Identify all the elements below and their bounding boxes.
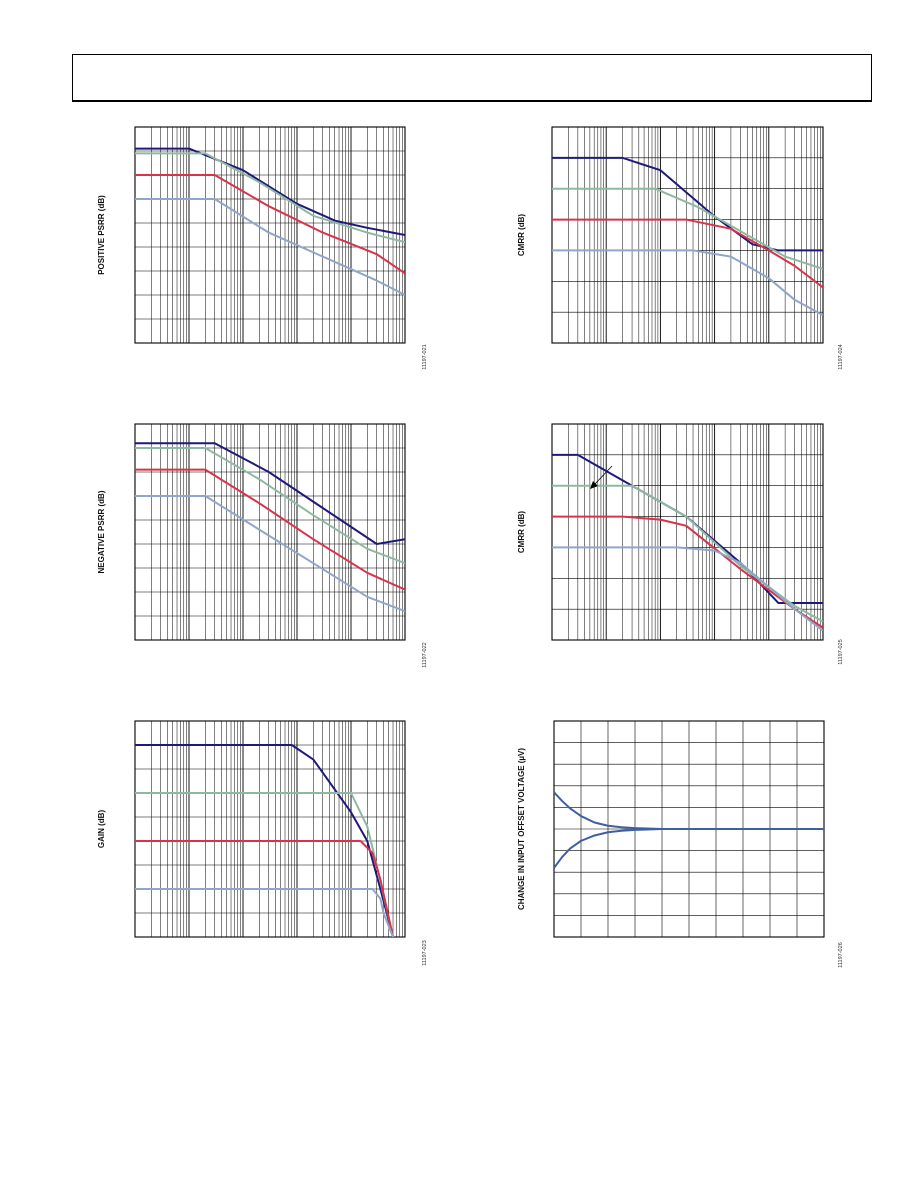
y-axis-label: NEGATIVE PSRR (dB): [97, 490, 106, 573]
figure-id: 11197-021: [422, 344, 428, 370]
series-line-2: [135, 447, 405, 565]
chart-gain: GAIN (dB) 11197-023: [97, 720, 428, 966]
figure-id: 11197-024: [838, 344, 844, 370]
series-line-1: [135, 147, 405, 236]
series-line-2: [552, 187, 823, 270]
chart-offset-voltage-change: CHANGE IN INPUT OFFSET VOLTAGE (µV) 11197…: [517, 720, 844, 968]
grid-gain: [134, 720, 405, 938]
plot-frame: [551, 126, 824, 344]
arrow-head: [590, 481, 598, 489]
plot-frame: [134, 720, 406, 938]
page-header-box: [72, 54, 872, 102]
grid-cmrr-top: [551, 126, 823, 344]
series-line-3: [135, 840, 394, 937]
arrow-line: [593, 465, 613, 486]
plot-frame: [551, 423, 824, 641]
chart-positive-psrr: POSITIVE PSRR (dB) 11197-021: [97, 126, 428, 370]
grid-negative-psrr: [134, 423, 405, 641]
grid-positive-psrr: [134, 126, 405, 344]
y-axis-label: CMRR (dB): [517, 214, 526, 257]
chart-negative-psrr: NEGATIVE PSRR (dB) 11197-022: [97, 423, 428, 668]
figure-id: 11197-022: [422, 642, 428, 668]
series-line-3: [552, 218, 823, 289]
series-line-4: [552, 546, 823, 632]
y-axis-label: CHANGE IN INPUT OFFSET VOLTAGE (µV): [517, 748, 526, 910]
y-axis-label: GAIN (dB): [97, 810, 106, 849]
series-line-3: [135, 174, 405, 275]
y-axis-label: POSITIVE PSRR (dB): [97, 195, 106, 275]
series-line-4: [135, 495, 405, 613]
chart-cmrr-top: CMRR (dB) 11197-024: [517, 126, 844, 370]
grid-cmrr-bottom: [551, 423, 823, 641]
plot-frame: [134, 126, 406, 344]
series-line-1: [135, 744, 394, 937]
series-line-4: [135, 888, 394, 937]
chart-cmrr-bottom: CMRR (dB) 11197-025: [517, 423, 844, 665]
series-line-2: [552, 484, 823, 623]
series-line-2: [554, 828, 824, 869]
series-line-4: [135, 198, 405, 296]
figure-id: 11197-025: [838, 639, 844, 665]
series-line-2: [135, 152, 405, 244]
series-line-3: [135, 468, 405, 591]
series-line-4: [552, 249, 823, 317]
figure-id: 11197-023: [422, 940, 428, 966]
series-line-1: [552, 156, 823, 252]
series-line-1: [552, 453, 823, 604]
series-line-1: [135, 442, 405, 545]
y-axis-label: CMRR (dB): [517, 511, 526, 554]
figure-id: 11197-026: [838, 942, 844, 968]
plot-frame: [134, 423, 406, 641]
annotation-arrow: [590, 465, 613, 489]
series-line-3: [552, 515, 823, 629]
